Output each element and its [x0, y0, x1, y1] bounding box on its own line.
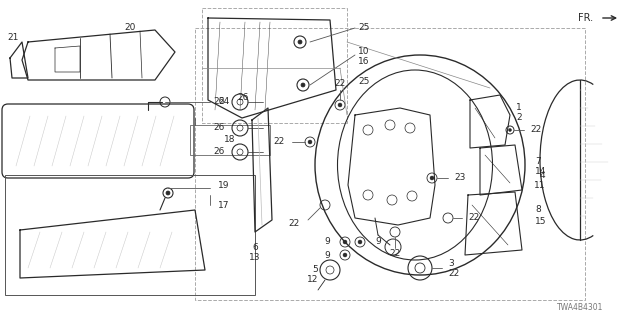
Circle shape: [308, 140, 312, 144]
Bar: [202, 8, 347, 123]
Text: 8: 8: [535, 205, 541, 214]
Text: TWA4B4301: TWA4B4301: [557, 303, 603, 313]
Text: 3: 3: [448, 260, 454, 268]
Text: 26: 26: [214, 148, 225, 156]
Text: 5: 5: [312, 266, 318, 275]
Text: 11: 11: [534, 180, 545, 189]
Text: 21: 21: [7, 34, 19, 43]
Text: 24: 24: [218, 98, 229, 107]
Text: 12: 12: [307, 276, 318, 284]
Text: 22: 22: [274, 138, 285, 147]
Text: 15: 15: [535, 218, 547, 227]
Text: 26: 26: [237, 93, 248, 102]
Text: 17: 17: [218, 201, 230, 210]
Bar: [190, 125, 270, 155]
Text: 4: 4: [540, 171, 545, 180]
Text: 19: 19: [218, 180, 230, 189]
Text: 23: 23: [454, 173, 465, 182]
Circle shape: [430, 176, 434, 180]
Text: 18: 18: [224, 135, 236, 145]
Text: 26: 26: [214, 124, 225, 132]
Circle shape: [343, 240, 347, 244]
Text: 2: 2: [516, 114, 522, 123]
Text: 14: 14: [535, 167, 547, 177]
Circle shape: [301, 83, 305, 87]
Circle shape: [343, 253, 347, 257]
Circle shape: [166, 191, 170, 195]
Text: 10: 10: [358, 47, 369, 57]
Text: 26: 26: [214, 98, 225, 107]
Text: 25: 25: [358, 23, 369, 33]
Text: 9: 9: [375, 237, 381, 246]
Text: 13: 13: [249, 253, 260, 262]
Text: 22: 22: [530, 125, 541, 134]
Text: 6: 6: [252, 244, 258, 252]
Bar: [5, 175, 255, 295]
Text: 22: 22: [389, 250, 401, 259]
Text: 22: 22: [334, 79, 346, 89]
Circle shape: [298, 40, 302, 44]
Circle shape: [358, 240, 362, 244]
Text: 20: 20: [124, 22, 136, 31]
Text: 22: 22: [468, 213, 479, 222]
Text: 1: 1: [516, 103, 522, 113]
Text: 22: 22: [289, 220, 300, 228]
Text: 16: 16: [358, 58, 369, 67]
Text: 22: 22: [448, 269, 460, 278]
Text: FR.: FR.: [578, 13, 593, 23]
Text: 9: 9: [324, 237, 330, 246]
Text: 7: 7: [535, 157, 541, 166]
Bar: [195, 28, 585, 300]
Text: 25: 25: [358, 77, 369, 86]
Circle shape: [509, 129, 511, 132]
Circle shape: [338, 103, 342, 107]
Text: 9: 9: [324, 251, 330, 260]
